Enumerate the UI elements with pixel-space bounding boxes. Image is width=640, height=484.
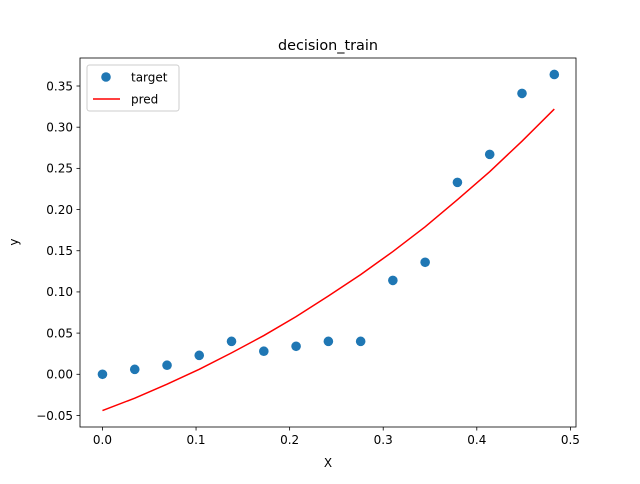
plot-frame xyxy=(79,57,577,428)
x-tick-label: 0.3 xyxy=(374,433,393,447)
y-tick-label: 0.30 xyxy=(46,120,73,134)
target-point xyxy=(323,336,334,347)
target-point xyxy=(484,149,495,160)
target-point xyxy=(291,341,301,352)
target-point xyxy=(517,88,527,99)
chart-title: decision_train xyxy=(278,38,378,54)
axes-ticks: 0.0 0.1 0.2 0.3 0.4 0.5 −0.05 0.00 0.05 0.10 0.15 0… xyxy=(36,79,580,447)
x-tick-label: 0.4 xyxy=(467,433,486,447)
target-point xyxy=(226,336,237,347)
x-axis-label: X xyxy=(324,456,332,470)
y-tick-label: 0.20 xyxy=(46,203,73,217)
legend-label-target: target xyxy=(131,70,168,84)
legend: target pred xyxy=(86,64,180,112)
target-point xyxy=(549,69,560,80)
y-tick-label: 0.15 xyxy=(46,244,73,258)
y-tick-label: 0.05 xyxy=(46,326,73,340)
target-point xyxy=(162,360,172,371)
target-point xyxy=(194,350,205,361)
legend-marker-target xyxy=(101,72,111,82)
plot-area xyxy=(97,69,560,412)
y-axis-label: y xyxy=(7,238,21,245)
target-point xyxy=(420,257,430,268)
y-tick-label: −0.05 xyxy=(36,409,73,423)
legend-label-pred: pred xyxy=(131,92,158,106)
y-tick-label: 0.10 xyxy=(46,285,73,299)
x-tick-label: 0.1 xyxy=(186,433,205,447)
target-point xyxy=(388,275,398,286)
target-point xyxy=(129,364,140,375)
target-point xyxy=(452,177,463,188)
pred-line xyxy=(102,108,555,412)
y-tick-label: 0.00 xyxy=(46,368,73,382)
x-tick-label: 0.0 xyxy=(93,433,112,447)
y-tick-label: 0.25 xyxy=(46,162,73,176)
target-point xyxy=(97,369,108,380)
target-point xyxy=(259,346,269,357)
target-point xyxy=(355,336,366,347)
y-tick-label: 0.35 xyxy=(46,79,73,93)
x-tick-label: 0.5 xyxy=(561,433,580,447)
x-tick-label: 0.2 xyxy=(280,433,299,447)
